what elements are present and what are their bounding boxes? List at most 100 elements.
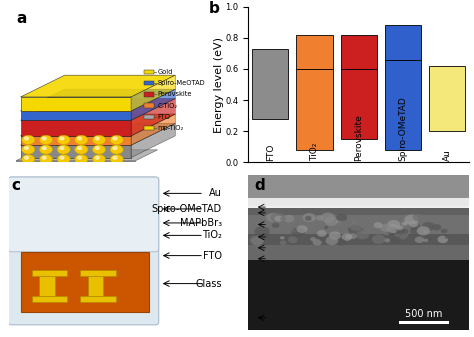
Polygon shape bbox=[20, 98, 175, 120]
Circle shape bbox=[316, 215, 324, 221]
Bar bbox=[248, 245, 469, 260]
Y-axis label: Energy level (eV): Energy level (eV) bbox=[214, 36, 224, 132]
Bar bbox=[248, 234, 469, 245]
Bar bbox=[296, 35, 333, 69]
Text: TiO₂: TiO₂ bbox=[202, 231, 222, 240]
Circle shape bbox=[413, 214, 423, 221]
Circle shape bbox=[325, 216, 338, 226]
Circle shape bbox=[255, 226, 270, 237]
Bar bbox=[248, 207, 469, 215]
Circle shape bbox=[336, 221, 350, 231]
Circle shape bbox=[383, 232, 389, 236]
Circle shape bbox=[353, 215, 366, 225]
Bar bbox=[429, 66, 465, 131]
Circle shape bbox=[22, 145, 35, 154]
Text: Glass: Glass bbox=[195, 279, 222, 288]
Circle shape bbox=[250, 236, 263, 245]
Circle shape bbox=[389, 227, 400, 235]
Circle shape bbox=[304, 216, 310, 221]
Circle shape bbox=[283, 215, 294, 222]
Circle shape bbox=[92, 154, 106, 164]
Text: C-TiO₂: C-TiO₂ bbox=[157, 103, 178, 109]
Bar bbox=[144, 126, 154, 130]
Bar bbox=[341, 35, 377, 69]
Circle shape bbox=[311, 217, 316, 220]
Circle shape bbox=[271, 213, 285, 223]
Bar bbox=[144, 81, 154, 86]
Circle shape bbox=[336, 219, 342, 224]
Bar bbox=[248, 175, 469, 198]
Circle shape bbox=[347, 226, 353, 230]
Circle shape bbox=[320, 237, 326, 241]
Bar bbox=[88, 276, 103, 296]
Circle shape bbox=[422, 222, 435, 231]
Circle shape bbox=[280, 236, 284, 240]
Circle shape bbox=[356, 230, 369, 239]
Circle shape bbox=[25, 147, 28, 150]
Circle shape bbox=[280, 217, 286, 221]
Bar bbox=[144, 115, 154, 119]
Polygon shape bbox=[131, 123, 175, 158]
Circle shape bbox=[251, 237, 264, 245]
Bar bbox=[296, 69, 333, 150]
Polygon shape bbox=[20, 114, 175, 136]
Circle shape bbox=[380, 224, 392, 232]
Circle shape bbox=[361, 230, 365, 233]
Text: Spiro-OMeTAD: Spiro-OMeTAD bbox=[399, 96, 408, 161]
Text: FTO: FTO bbox=[203, 251, 222, 261]
Text: Au: Au bbox=[443, 149, 452, 161]
Bar bbox=[32, 296, 67, 302]
Circle shape bbox=[110, 135, 123, 145]
Polygon shape bbox=[20, 97, 131, 111]
Circle shape bbox=[336, 214, 347, 221]
Polygon shape bbox=[131, 98, 175, 136]
Circle shape bbox=[284, 228, 290, 232]
Circle shape bbox=[75, 145, 88, 154]
Circle shape bbox=[39, 154, 53, 164]
Circle shape bbox=[25, 156, 28, 159]
Circle shape bbox=[110, 154, 123, 164]
Circle shape bbox=[401, 221, 407, 226]
Circle shape bbox=[266, 213, 279, 222]
Text: c: c bbox=[12, 178, 21, 193]
Circle shape bbox=[417, 226, 430, 236]
Circle shape bbox=[341, 234, 352, 241]
Text: MAPbBr₃: MAPbBr₃ bbox=[180, 218, 222, 228]
Bar bbox=[32, 270, 67, 276]
Bar bbox=[341, 69, 377, 139]
Text: TiO₂: TiO₂ bbox=[310, 142, 319, 161]
Text: Perovskite: Perovskite bbox=[354, 114, 363, 161]
Circle shape bbox=[78, 137, 82, 140]
Circle shape bbox=[279, 221, 292, 229]
Circle shape bbox=[387, 220, 400, 229]
Circle shape bbox=[57, 145, 70, 154]
Bar bbox=[252, 49, 289, 119]
Bar bbox=[80, 270, 116, 276]
Polygon shape bbox=[16, 150, 157, 161]
Circle shape bbox=[312, 239, 322, 246]
Circle shape bbox=[57, 135, 70, 145]
Circle shape bbox=[441, 229, 447, 234]
Circle shape bbox=[374, 222, 383, 228]
Bar bbox=[144, 103, 154, 108]
Circle shape bbox=[274, 216, 283, 222]
Text: FTO: FTO bbox=[157, 114, 171, 120]
Polygon shape bbox=[20, 89, 175, 111]
Text: b: b bbox=[209, 1, 219, 16]
Circle shape bbox=[388, 227, 401, 236]
Circle shape bbox=[426, 237, 432, 241]
Polygon shape bbox=[131, 89, 175, 120]
Circle shape bbox=[95, 156, 99, 159]
Circle shape bbox=[438, 236, 448, 243]
Circle shape bbox=[261, 233, 269, 238]
Circle shape bbox=[39, 145, 53, 154]
Text: a: a bbox=[16, 11, 27, 26]
Circle shape bbox=[324, 226, 328, 229]
Circle shape bbox=[262, 237, 267, 240]
Circle shape bbox=[443, 221, 456, 231]
Circle shape bbox=[396, 228, 405, 235]
Circle shape bbox=[445, 235, 449, 239]
Text: Gold: Gold bbox=[157, 69, 173, 75]
Circle shape bbox=[321, 212, 335, 222]
Circle shape bbox=[113, 137, 117, 140]
